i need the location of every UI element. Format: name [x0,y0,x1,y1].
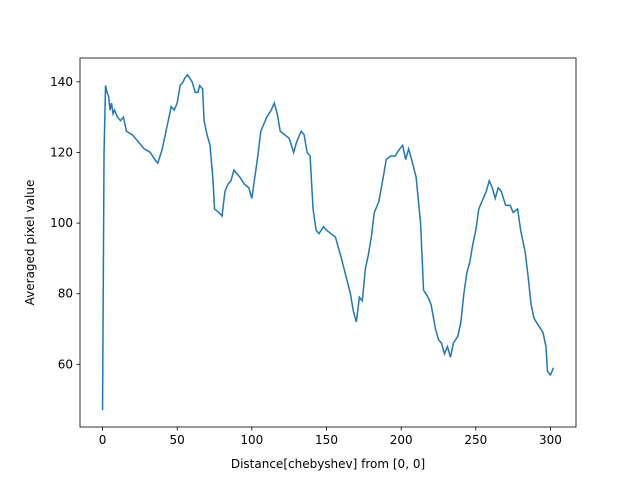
y-tick-label: 60 [58,357,73,371]
y-tick-label: 120 [50,145,73,159]
x-tick-label: 250 [464,433,487,447]
y-tick-label: 80 [58,287,73,301]
x-tick-label: 50 [170,433,185,447]
data-line [101,73,555,411]
x-tick-label: 150 [315,433,338,447]
y-tick-label: 140 [50,75,73,89]
x-tick-label: 0 [99,433,107,447]
x-tick-label: 300 [539,433,562,447]
x-tick-label: 200 [390,433,413,447]
y-axis-label: Averaged pixel value [23,180,37,306]
plot-frame [79,57,577,428]
x-tick-label: 100 [240,433,263,447]
y-tick-label: 100 [50,216,73,230]
x-axis-label: Distance[chebyshev] from [0, 0] [231,457,425,471]
